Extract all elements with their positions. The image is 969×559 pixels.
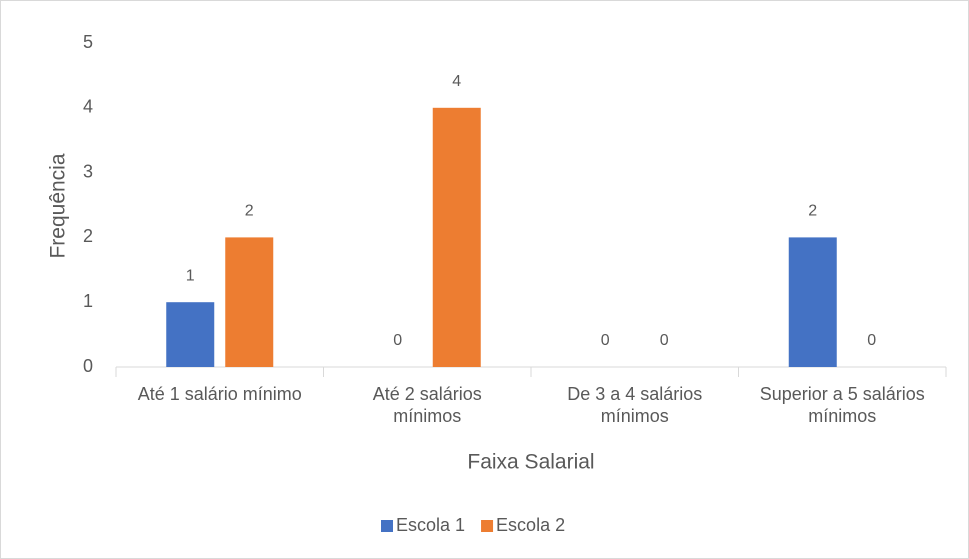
x-tick-label: Até 2 salários mínimos	[372, 384, 482, 426]
data-label: 0	[393, 332, 402, 349]
y-tick-label: 1	[83, 291, 93, 311]
bar	[166, 302, 215, 367]
data-label: 1	[186, 267, 195, 284]
y-tick-label: 0	[83, 356, 93, 376]
y-tick-label: 5	[83, 32, 93, 52]
data-label: 2	[245, 203, 254, 220]
data-label: 0	[660, 332, 669, 349]
legend-swatch	[481, 520, 494, 532]
x-tick-label: Superior a 5 salários mínimos	[759, 384, 925, 426]
y-tick-label: 3	[83, 161, 93, 181]
bar	[225, 237, 274, 367]
x-tick-label: De 3 a 4 salários mínimos	[567, 384, 703, 426]
data-label: 0	[601, 332, 610, 349]
legend-label: Escola 2	[496, 515, 565, 535]
y-axis-title: Frequência	[47, 153, 70, 258]
x-tick-label: Até 1 salário mínimo	[137, 384, 302, 404]
data-label: 2	[808, 203, 817, 220]
data-label: 4	[452, 73, 461, 90]
legend-label: Escola 1	[396, 515, 465, 535]
data-label: 0	[867, 332, 876, 349]
y-tick-label: 4	[83, 97, 93, 117]
x-axis-title: Faixa Salarial	[467, 451, 594, 474]
bar	[432, 107, 481, 368]
legend-swatch	[381, 520, 393, 532]
bar	[788, 237, 837, 367]
y-tick-label: 2	[83, 226, 93, 246]
